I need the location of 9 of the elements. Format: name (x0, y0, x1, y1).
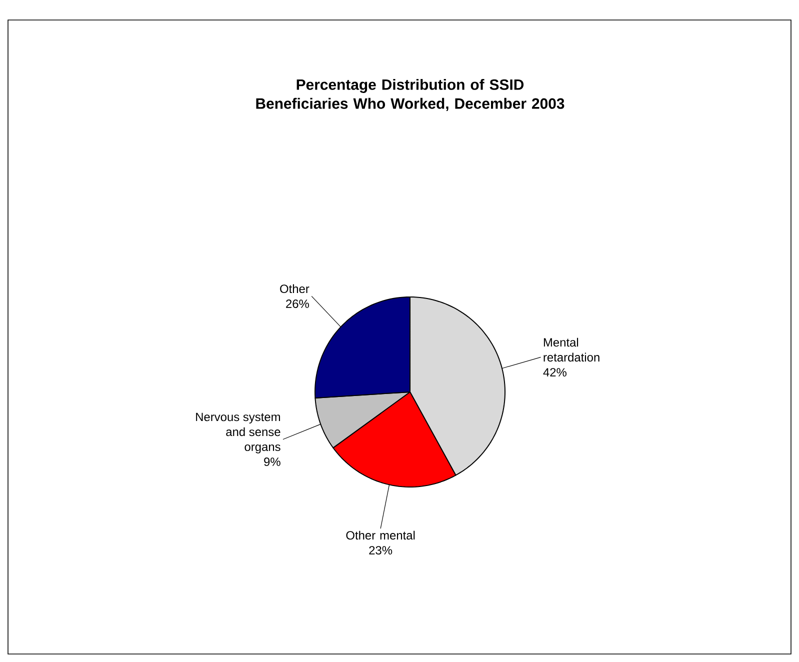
data-label: 26% (286, 300, 309, 308)
slice-label: Other (280, 284, 310, 294)
slice-label: Other mental (346, 530, 415, 540)
data-label: 42% (543, 368, 566, 376)
chart-title: Percentage Distribution of SSID Beneficiaries Who Worked, December 2003 (256, 78, 564, 112)
slice-label: Mental retardation (544, 338, 600, 362)
slice-label: Nervous system and sense organs (196, 412, 280, 454)
data-label: 23% (369, 546, 392, 555)
data-label: 9% (264, 458, 280, 466)
